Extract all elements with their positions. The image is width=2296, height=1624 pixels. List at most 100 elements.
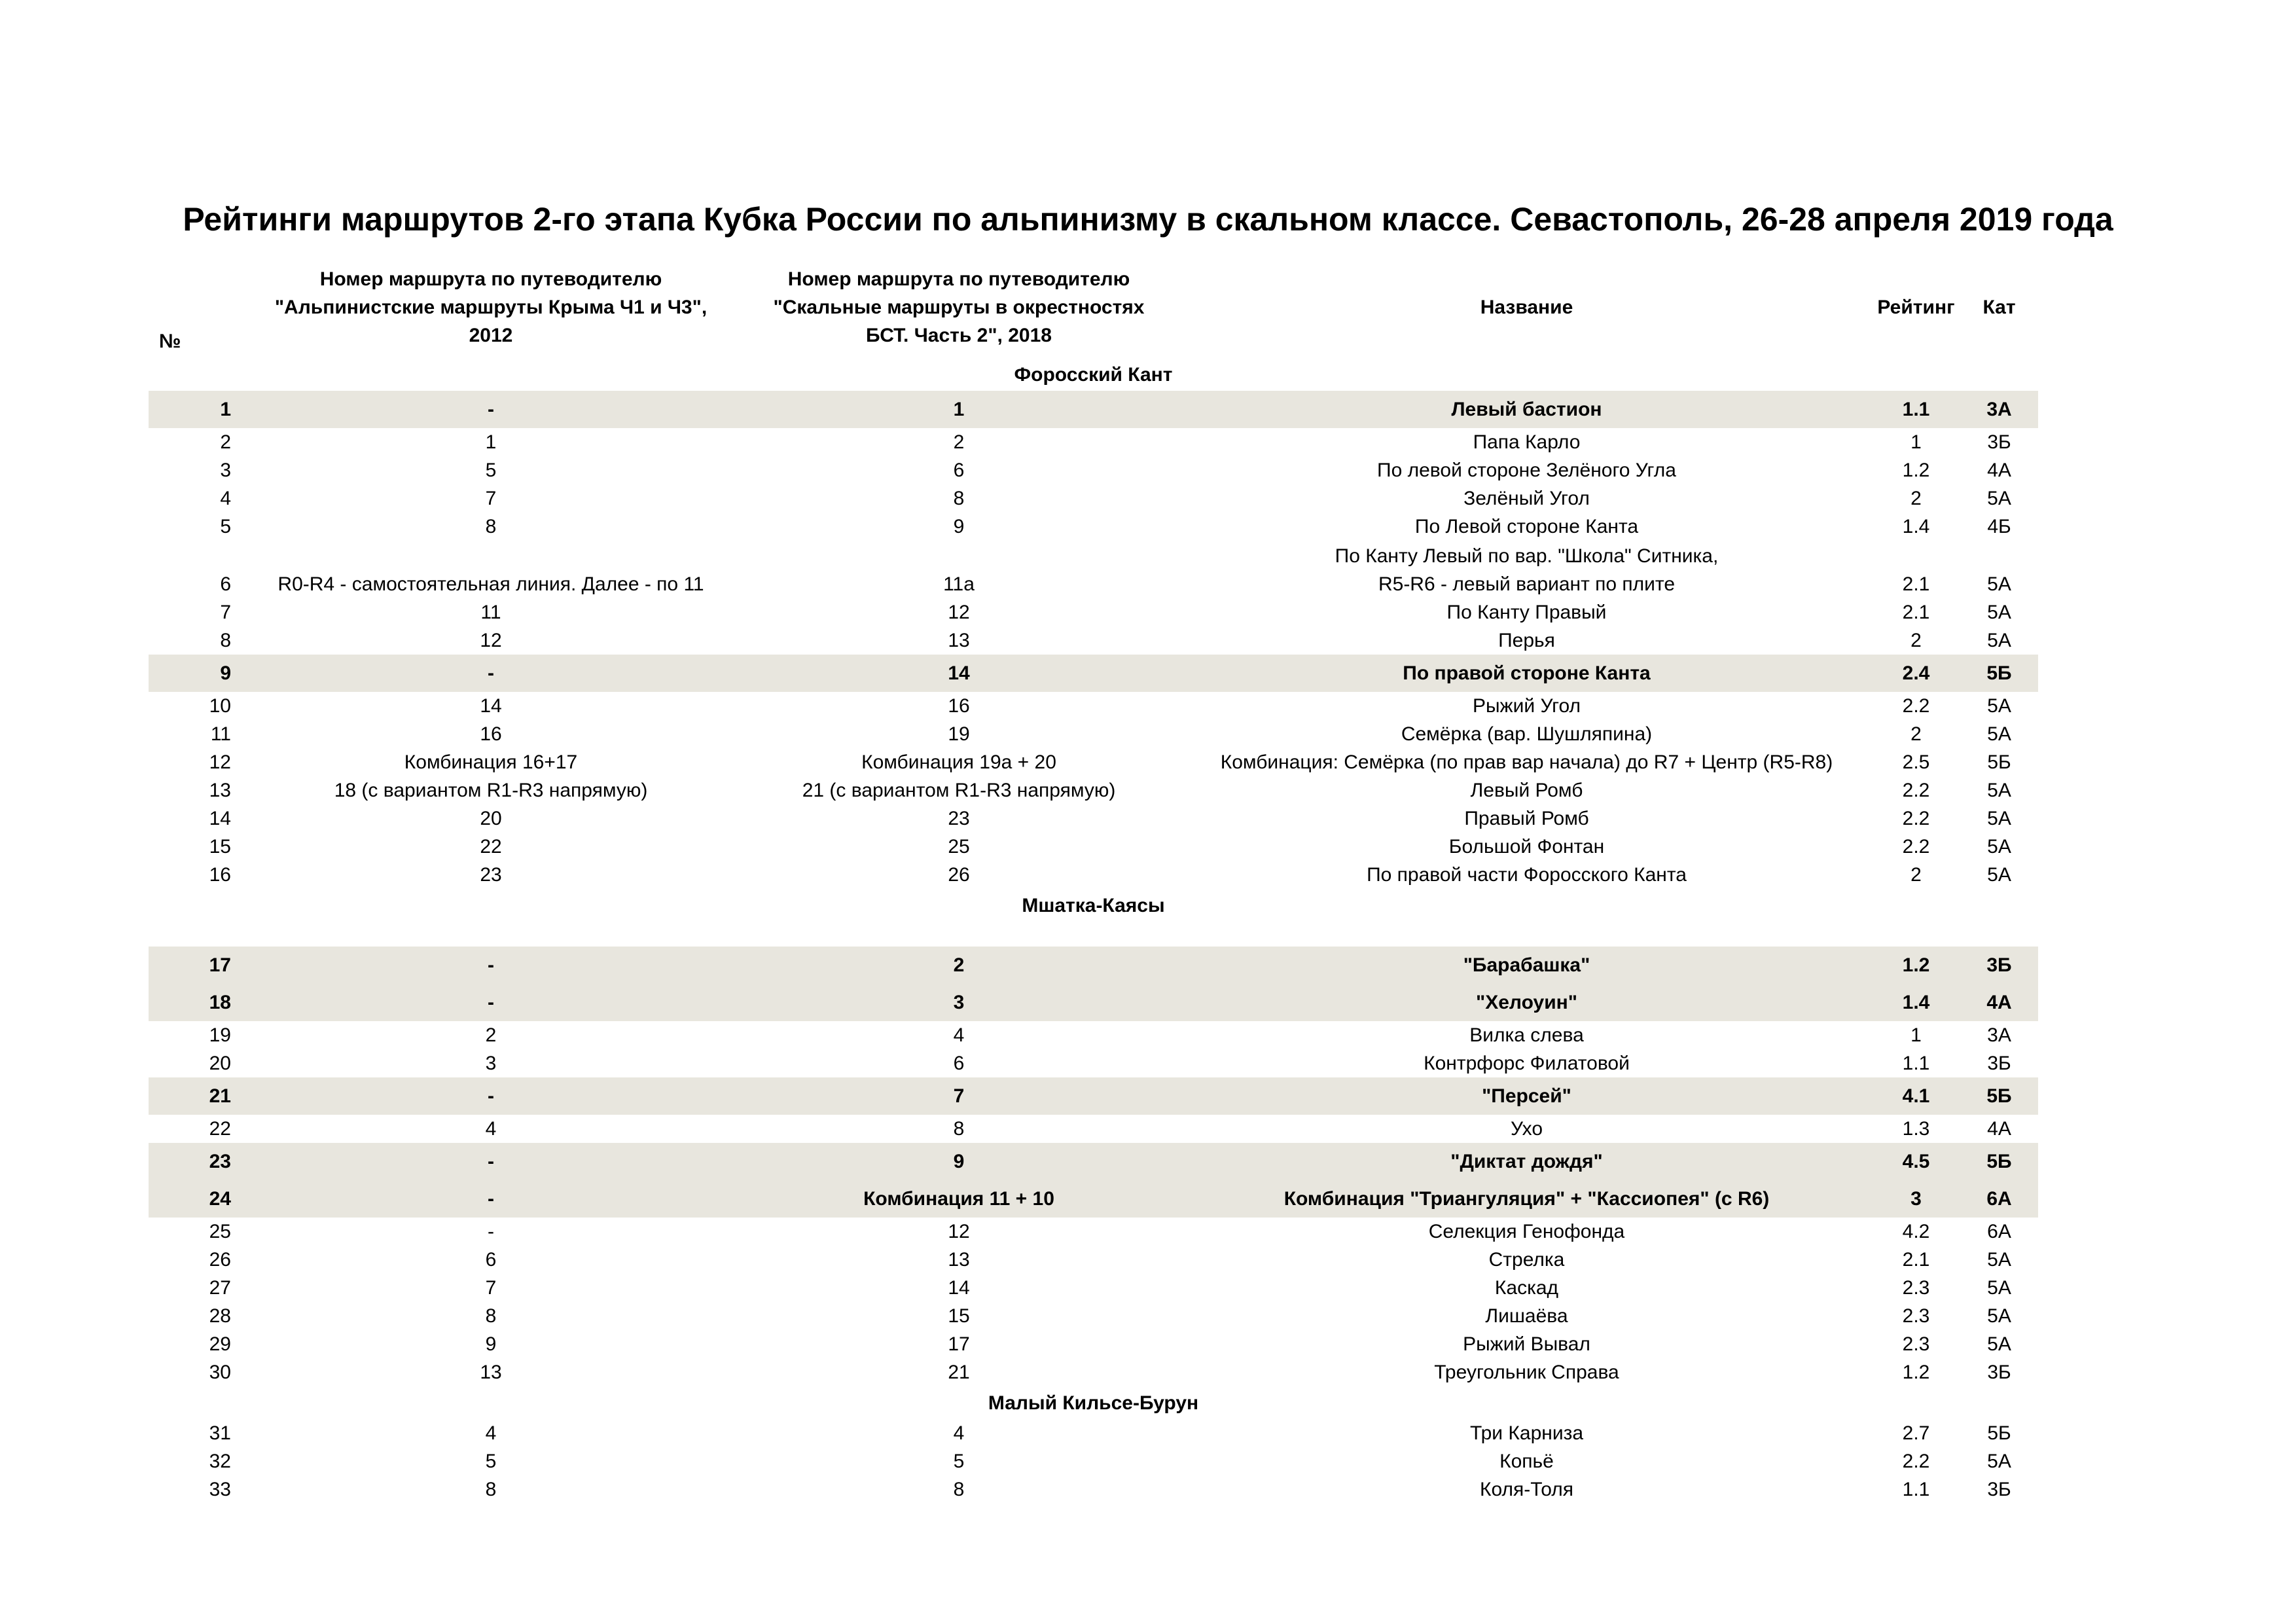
cell-category: 5А bbox=[1987, 488, 2011, 509]
cell-rating: 2 bbox=[1910, 630, 1922, 651]
cell-num: 28 bbox=[209, 1305, 231, 1327]
cell-guide-2012: 11 bbox=[480, 602, 501, 623]
cell-rating: 4.1 bbox=[1872, 1077, 1960, 1115]
route-row: 10 14 16 Рыжий Угол 2.2 5А bbox=[149, 692, 2038, 720]
cell-guide-2012: 7 bbox=[485, 1277, 497, 1299]
cell-rating: 1.2 bbox=[1872, 947, 1960, 984]
col-header-category: Кат bbox=[1982, 296, 2016, 318]
cell-name: Копьё bbox=[1499, 1451, 1554, 1472]
cell-category: 3Б bbox=[1960, 947, 2038, 984]
cell-rating: 2.3 bbox=[1902, 1277, 1930, 1299]
route-row: 21-7 "Персей" 4.1 5Б bbox=[149, 1077, 2038, 1115]
cell-name: Три Карниза bbox=[1469, 1422, 1584, 1444]
section-header-row: Форосский Кант bbox=[149, 358, 2038, 391]
cell-guide-2018: 9 bbox=[736, 1143, 1181, 1180]
cell-num: 30 bbox=[209, 1362, 231, 1383]
cell-guide-2012: 8 bbox=[485, 516, 497, 537]
cell-guide-2018: 12 bbox=[948, 1221, 970, 1242]
cell-name: Стрелка bbox=[1488, 1249, 1565, 1271]
cell-guide-2012: 16 bbox=[480, 723, 502, 745]
cell-guide-2012: 18 (с вариантом R1-R3 напрямую) bbox=[334, 780, 648, 801]
cell-guide-2018: 1 bbox=[736, 391, 1181, 428]
cell-guide-2018: 16 bbox=[948, 695, 970, 717]
cell-guide-2018: 6 bbox=[953, 460, 965, 481]
cell-guide-2018: 13 bbox=[948, 1249, 970, 1271]
cell-category: 5А bbox=[1987, 836, 2011, 857]
cell-num: 14 bbox=[209, 808, 231, 829]
route-row: 3 5 6 По левой стороне Зелёного Угла 1.2 4А bbox=[149, 456, 2038, 484]
cell-name: Папа Карло bbox=[1473, 431, 1581, 453]
cell-rating: 4.5 bbox=[1872, 1143, 1960, 1180]
cell-name: Рыжий Угол bbox=[1472, 695, 1581, 717]
cell-guide-2018: 14 bbox=[736, 655, 1181, 692]
cell-guide-2012: R0-R4 - самостоятельная линия. Далее - п… bbox=[278, 573, 704, 595]
cell-rating: 2.2 bbox=[1902, 695, 1930, 717]
cell-guide-2012: 8 bbox=[485, 1479, 497, 1500]
cell-rating: 2.1 bbox=[1902, 573, 1930, 595]
cell-category: 3Б bbox=[1987, 431, 2011, 453]
cell-name: "Персей" bbox=[1181, 1077, 1872, 1115]
col-header-num: № bbox=[159, 331, 181, 352]
section-title: Форосский Кант bbox=[1014, 363, 1173, 386]
cell-guide-2012: 9 bbox=[485, 1333, 497, 1355]
cell-guide-2012: - bbox=[245, 1143, 736, 1180]
route-row: 30 13 21 Треугольник Справа 1.2 3Б bbox=[149, 1358, 2038, 1386]
cell-name: По Левой стороне Канта bbox=[1414, 516, 1639, 537]
cell-num: 6 bbox=[220, 573, 231, 595]
cell-num: 9 bbox=[149, 655, 245, 692]
cell-rating: 2.5 bbox=[1902, 751, 1930, 773]
route-row: 31 4 4 Три Карниза 2.7 5Б bbox=[149, 1419, 2038, 1447]
cell-guide-2012: 4 bbox=[485, 1422, 497, 1444]
cell-guide-2018: 2 bbox=[953, 431, 965, 453]
cell-guide-2018: 17 bbox=[948, 1333, 970, 1355]
cell-guide-2012: 22 bbox=[480, 836, 502, 857]
cell-guide-2018: 9 bbox=[953, 516, 965, 537]
cell-guide-2012: 7 bbox=[485, 488, 497, 509]
cell-num: 33 bbox=[209, 1479, 231, 1500]
cell-category: 3А bbox=[1987, 1024, 2011, 1046]
cell-guide-2012: 5 bbox=[485, 1451, 497, 1472]
cell-guide-2018: 25 bbox=[948, 836, 970, 857]
cell-category: 5А bbox=[1987, 1249, 2011, 1271]
cell-num: 8 bbox=[220, 630, 231, 651]
route-row: 22 4 8 Ухо 1.3 4А bbox=[149, 1115, 2038, 1143]
cell-rating: 1.2 bbox=[1902, 460, 1930, 481]
route-row: 33 8 8 Коля-Толя 1.1 3Б bbox=[149, 1475, 2038, 1504]
cell-category: 5А bbox=[1987, 695, 2011, 717]
cell-guide-2012: 4 bbox=[485, 1118, 497, 1140]
section-header-row: Мшатка-Каясы bbox=[149, 889, 2038, 922]
cell-name: По правой части Форосского Канта bbox=[1367, 864, 1687, 886]
cell-name: Правый Ромб bbox=[1464, 808, 1589, 829]
cell-category: 5Б bbox=[1987, 1422, 2011, 1444]
cell-name: Треугольник Справа bbox=[1434, 1362, 1619, 1383]
cell-num: 29 bbox=[209, 1333, 231, 1355]
cell-num: 10 bbox=[209, 695, 231, 717]
cell-num: 32 bbox=[209, 1451, 231, 1472]
route-row: 18-3 "Хелоуин" 1.4 4А bbox=[149, 984, 2038, 1021]
cell-num: 26 bbox=[209, 1249, 231, 1271]
cell-category: 6А bbox=[1960, 1180, 2038, 1218]
route-row: 15 22 25 Большой Фонтан 2.2 5А bbox=[149, 833, 2038, 861]
header-row: № Номер маршрута по путеводителю "Альпин… bbox=[149, 256, 2038, 358]
cell-guide-2018: 21 bbox=[948, 1362, 970, 1383]
cell-guide-2018: 13 bbox=[948, 630, 970, 651]
routes-table: № Номер маршрута по путеводителю "Альпин… bbox=[149, 256, 2038, 1504]
cell-guide-2018: 26 bbox=[948, 864, 970, 886]
cell-guide-2018: 6 bbox=[953, 1053, 965, 1074]
cell-num: 17 bbox=[149, 947, 245, 984]
route-row: 25 - 12 Селекция Генофонда 4.2 6А bbox=[149, 1218, 2038, 1246]
cell-name: Контрфорс Филатовой bbox=[1424, 1053, 1630, 1074]
route-row: 26 6 13 Стрелка 2.1 5А bbox=[149, 1246, 2038, 1274]
cell-guide-2012: 3 bbox=[485, 1053, 497, 1074]
route-row: 2 1 2 Папа Карло 1 3Б bbox=[149, 428, 2038, 456]
cell-category: 5А bbox=[1987, 1305, 2011, 1327]
cell-num: 12 bbox=[209, 751, 231, 773]
cell-rating: 2.3 bbox=[1902, 1305, 1930, 1327]
cell-guide-2018: 8 bbox=[953, 488, 965, 509]
cell-guide-2018: 11а bbox=[943, 573, 975, 595]
cell-guide-2012: - bbox=[245, 655, 736, 692]
cell-rating: 1.3 bbox=[1902, 1118, 1930, 1140]
cell-name: Перья bbox=[1498, 630, 1555, 651]
cell-num: 16 bbox=[209, 864, 231, 886]
